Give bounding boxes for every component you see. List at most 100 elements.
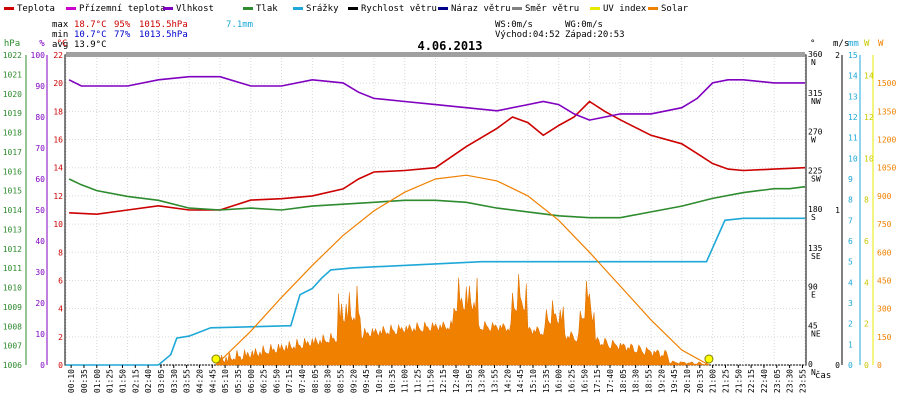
axis-hpa-tick: 1006 xyxy=(3,361,22,370)
stats-min-hum: 77% xyxy=(114,30,131,40)
axis-hpa-tick: 1010 xyxy=(3,284,22,293)
axis-uv-tick: 4 xyxy=(864,278,869,287)
x-tick-label: 15:35 xyxy=(542,369,551,393)
axis-temp-tick: 12 xyxy=(53,192,63,201)
sunset-value: Západ:20:53 xyxy=(565,30,625,40)
x-tick-label: 05:10 xyxy=(221,369,230,393)
axis-hpa-tick: 1012 xyxy=(3,245,22,254)
x-tick-label: 11:00 xyxy=(401,369,410,393)
axis-mm-tick: 15 xyxy=(848,51,858,60)
axis-pct-tick: 50 xyxy=(35,206,45,215)
legend-swatch xyxy=(163,7,173,10)
axis-wm2-tick: 300 xyxy=(877,305,892,314)
stats-max-label: max xyxy=(52,20,69,30)
axis-temp-tick: 16 xyxy=(53,136,63,145)
x-tick-label: 06:25 xyxy=(260,369,269,393)
axis-pct-tick: 0 xyxy=(40,361,45,370)
solar-layer xyxy=(215,274,709,366)
series-line-tlak xyxy=(68,178,806,219)
axis-dir-degree: 45 xyxy=(808,321,818,330)
axis-pct-tick: 20 xyxy=(35,299,45,308)
series-lines xyxy=(66,75,806,366)
x-tick-label: 05:35 xyxy=(234,369,243,393)
legend-swatch xyxy=(648,7,658,10)
axis-hpa-tick: 1021 xyxy=(3,70,22,79)
axis-pct-tick: 60 xyxy=(35,175,45,184)
axis-pct-tick: 10 xyxy=(35,330,45,339)
axis-dir-degree: 270 xyxy=(808,128,823,137)
axis-uv-tick: 2 xyxy=(864,320,869,329)
axis-temp-tick: 22 xyxy=(53,51,63,60)
legend-swatch xyxy=(4,7,14,10)
x-tick-label: 09:45 xyxy=(362,369,371,393)
axis-ms-tick: 1 xyxy=(835,206,840,215)
axis-mm-tick: 6 xyxy=(848,237,853,246)
axis-mm-tick: 2 xyxy=(848,320,853,329)
axis-dir-compass: W xyxy=(811,136,816,145)
x-tick-label: 01:25 xyxy=(106,369,115,393)
x-tick-label: 14:20 xyxy=(503,369,512,393)
axis-temp-tick: 18 xyxy=(53,107,63,116)
axis-wm2-tick: 1050 xyxy=(877,164,896,173)
axis-mm-tick: 14 xyxy=(848,72,858,81)
x-tick-label: 10:10 xyxy=(375,369,384,393)
axis-pct-tick: 70 xyxy=(35,144,45,153)
axis-wm2-tick: 600 xyxy=(877,248,892,257)
axis-hpa-tick: 1019 xyxy=(3,109,22,118)
legend-swatch xyxy=(66,7,76,10)
x-tick-label: 12:40 xyxy=(452,369,461,393)
x-tick-label: 23:05 xyxy=(773,369,782,393)
sunset-marker xyxy=(704,354,714,364)
x-tick-label: 21:50 xyxy=(734,369,743,393)
stats-avg-temp: 13.9°C xyxy=(74,40,107,50)
series-line-srážky xyxy=(66,217,805,366)
axis-mm-tick: 10 xyxy=(848,154,858,163)
axis-dir-degree: 315 xyxy=(808,89,823,98)
x-tick-label: 20:35 xyxy=(696,369,705,393)
axis-hpa-label: hPa xyxy=(4,39,20,49)
axis-uv-tick: 6 xyxy=(864,237,869,246)
wind-info-block: WS:0m/s WG:0m/s Východ:04:52 Západ:20:53 xyxy=(495,20,625,40)
axis-dir-degree: 135 xyxy=(808,244,823,253)
legend: Teplota Přízemní teplota Vlhkost Tlak Srážky… xyxy=(4,4,689,14)
axis-wm2-label: W xyxy=(878,39,884,49)
stats-block: max 18.7°C 95% 1015.5hPa 7.1mm min 10.7°… xyxy=(52,20,253,50)
axis-dir-degree: 360 xyxy=(808,50,823,59)
x-tick-label: 18:55 xyxy=(645,369,654,393)
sunrise-value: Východ:04:52 xyxy=(495,30,560,40)
solar-fill-area xyxy=(215,274,709,366)
x-tick-label: 10:35 xyxy=(388,369,397,393)
x-tick-label: 15:10 xyxy=(529,369,538,393)
axis-dir-degree: 90 xyxy=(808,283,818,292)
series-line-vlhkost xyxy=(68,75,805,121)
axis-uv-tick: 10 xyxy=(864,154,874,163)
sun-markers xyxy=(211,354,714,364)
stats-max-temp: 18.7°C xyxy=(74,20,107,30)
axis-pct-tick: 40 xyxy=(35,237,45,246)
x-tick-label: 04:45 xyxy=(208,369,217,393)
legend-swatch xyxy=(348,7,358,10)
sunrise-marker xyxy=(211,354,221,364)
x-tick-label: 08:30 xyxy=(324,369,333,393)
x-tick-label: 23:30 xyxy=(786,369,795,393)
axis-ms-label: m/s xyxy=(833,39,849,49)
axis-uv-tick: 14 xyxy=(864,72,874,81)
axis-temp-tick: 4 xyxy=(58,305,63,314)
x-tick-label: 14:45 xyxy=(516,369,525,393)
x-tick-label: 01:50 xyxy=(119,369,128,393)
x-tick-label: 03:05 xyxy=(157,369,166,393)
x-tick-label: 17:40 xyxy=(606,369,615,393)
axis-pct-label: % xyxy=(39,39,45,49)
stats-avg-label: avg xyxy=(52,40,68,50)
axis-dir-compass: SE xyxy=(811,252,821,261)
axis-mm-tick: 5 xyxy=(848,258,853,267)
axis-mm-tick: 9 xyxy=(848,175,853,184)
axis-mm-tick: 4 xyxy=(848,278,853,287)
axis-dir-compass: E xyxy=(811,291,816,300)
axis-hpa-tick: 1011 xyxy=(3,264,22,273)
legend-label: Přízemní teplota xyxy=(79,4,166,14)
x-tick-label: 11:50 xyxy=(426,369,435,393)
legend-label: Solar xyxy=(661,4,689,14)
axis-wm2-tick: 150 xyxy=(877,333,892,342)
